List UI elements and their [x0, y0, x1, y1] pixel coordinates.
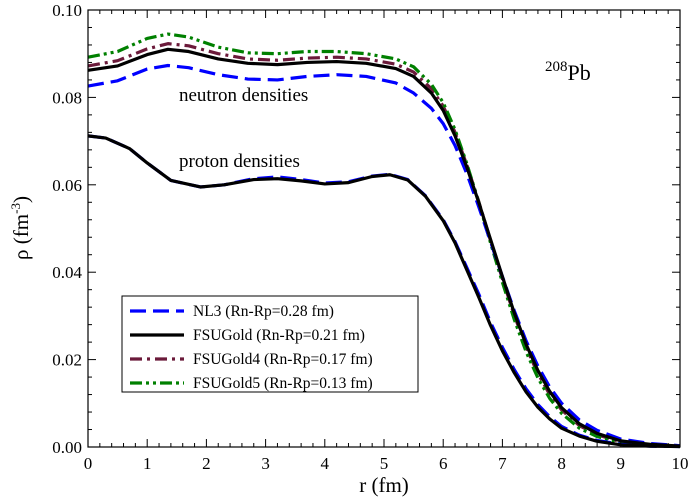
y-tick-label: 0.08 — [52, 88, 82, 107]
nucleus-label: 208Pb — [545, 59, 591, 85]
y-tick-label: 0.10 — [52, 1, 82, 20]
legend-label: FSUGold (Rn-Rp=0.21 fm) — [193, 327, 365, 344]
x-tick-label: 3 — [261, 454, 270, 473]
x-tick-label: 4 — [321, 454, 330, 473]
x-axis-label: r (fm) — [359, 473, 409, 497]
fsugold-neutron-line — [87, 47, 681, 448]
x-tick-label: 0 — [84, 454, 93, 473]
curves-layer — [87, 32, 681, 449]
x-tick-label: 6 — [439, 454, 448, 473]
legend-items: NL3 (Rn-Rp=0.28 fm) FSUGold (Rn-Rp=0.21 f… — [130, 303, 373, 392]
tick-labels-layer: 0 1 2 3 4 5 6 7 8 9 10 0.00 0.02 0.04 0.06 0.08 0.10 — [52, 1, 688, 473]
x-tick-label: 2 — [202, 454, 211, 473]
x-tick-label: 5 — [380, 454, 389, 473]
x-tick-label: 8 — [557, 454, 566, 473]
x-tick-label: 1 — [143, 454, 152, 473]
legend-label: FSUGold5 (Rn-Rp=0.13 fm) — [193, 375, 373, 392]
proton-density-label: proton densities — [179, 151, 300, 172]
legend: NL3 (Rn-Rp=0.28 fm) FSUGold (Rn-Rp=0.21 f… — [121, 295, 419, 393]
x-tick-label: 7 — [498, 454, 507, 473]
y-tick-label: 0.04 — [52, 263, 82, 282]
legend-label: NL3 (Rn-Rp=0.28 fm) — [193, 303, 334, 320]
ticks-layer — [87, 9, 681, 448]
y-axis-label: ρ (fm-3) — [8, 196, 33, 260]
y-tick-label: 0.00 — [52, 438, 82, 457]
legend-label: FSUGold4 (Rn-Rp=0.17 fm) — [193, 351, 373, 368]
neutron-density-label: neutron densities — [179, 85, 308, 106]
fsugold5-neutron-line — [87, 32, 681, 449]
y-tick-label: 0.06 — [52, 176, 82, 195]
nl3-neutron-line — [87, 63, 681, 448]
y-tick-label: 0.02 — [52, 351, 82, 370]
x-tick-label: 10 — [672, 454, 689, 473]
legend-box — [121, 295, 419, 393]
fsugold-proton-line — [87, 134, 681, 449]
x-tick-label: 9 — [617, 454, 626, 473]
